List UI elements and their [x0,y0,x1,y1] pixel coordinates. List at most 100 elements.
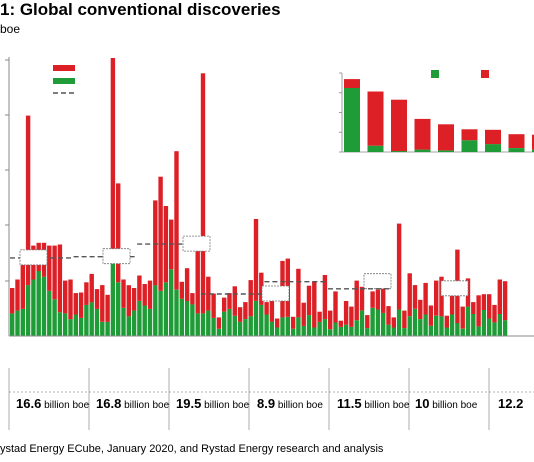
liquids-bar [52,299,57,336]
summary-total-value: 19.5 [176,396,201,411]
legend-gas-swatch [53,65,75,71]
gas-bar [216,317,222,329]
liquids-bar [444,327,449,336]
gas-bar [206,276,211,311]
gas-bar [10,288,15,314]
gas-bar [100,285,105,322]
gas-bar [306,285,312,316]
gas-bar [338,320,343,327]
gas-bar [386,306,391,325]
liquids-bar [248,316,253,336]
summary-total-unit: billion boe [121,400,169,411]
inset-gas-bar [461,129,478,141]
gas-bar [195,245,200,314]
inset-liquids-bar [508,148,525,153]
gas-bar [68,279,73,320]
liquids-bar [84,304,89,336]
chart-title: 1: Global conventional discoveries [0,0,281,19]
liquids-bar [343,324,349,336]
liquids-bar [237,321,243,336]
gas-bar [444,315,449,328]
gas-bar [190,293,195,305]
unit-label: boe [0,22,21,36]
liquids-bar [476,326,481,336]
gas-bar [15,279,20,311]
gas-bar [370,291,375,308]
liquids-bar [328,329,333,336]
liquids-bar [253,301,259,336]
gas-bar [290,316,296,329]
liquids-bar [15,310,20,336]
gas-bar [434,280,439,316]
gas-bar [47,245,52,291]
gas-bar [359,286,365,311]
gas-bar [248,280,253,317]
gas-bar [63,280,68,314]
gas-bar [243,302,248,319]
gas-bar [354,280,359,321]
gas-bar [328,310,333,330]
liquids-bar [36,271,41,336]
summary-total-value: 16.8 [96,396,121,411]
summary-row: 16.6 billion boe 16.8 billion boe 19.5 bil… [16,396,523,411]
gas-bar [222,297,227,312]
liquids-bar [460,328,465,336]
gas-bar [349,306,354,327]
liquids-bar [20,308,25,336]
liquids-bar [63,313,68,336]
inset-liquids-bar [367,145,384,152]
gas-bar [184,268,190,301]
liquids-bar [110,259,116,336]
liquids-bar [455,323,460,336]
liquids-bar [269,321,275,336]
year-average-lines [10,235,469,302]
summary-total-value: 10 [415,396,429,411]
liquids-bar [47,290,52,336]
liquids-bar [222,311,227,336]
gas-bar [460,306,465,329]
gas-bar [317,311,322,322]
liquids-bar [502,320,508,336]
liquids-bar [105,321,110,336]
inset-gas-bar [438,124,454,151]
gas-bar [20,249,25,309]
gas-bar [407,273,412,317]
liquids-bar [68,319,73,336]
inset-liquids-bar [391,151,407,152]
average-label-box [440,280,469,297]
gas-bar [57,244,63,313]
average-label-box [182,235,211,252]
liquids-bar [184,301,190,336]
average-label-box [19,249,48,266]
gas-bar [89,273,94,303]
gas-bar [147,280,153,309]
liquids-bar [365,328,370,336]
summary-total: 10 billion boe [415,396,478,411]
inset-liquids-bar [461,140,478,152]
liquids-bar [116,282,121,336]
liquids-bar [200,313,206,336]
liquids-bar [322,319,328,336]
liquids-bar [285,316,290,336]
gas-bar [497,279,502,314]
gas-bar [296,268,301,318]
average-label-box [261,285,290,302]
average-label-box [102,248,131,265]
liquids-bar [370,307,375,337]
inset-chart [305,44,534,222]
summary-total-unit: billion boe [201,400,249,411]
main-legend [53,65,75,94]
liquids-bar [492,322,497,336]
liquids-bar [206,310,211,336]
inset-gas-bar [532,134,534,150]
legend-liquids-swatch [53,78,75,84]
liquids-bar [243,319,248,336]
gas-bar [423,282,428,315]
gas-bar [253,219,259,301]
gas-bar [396,223,402,310]
inset-liquids-bar [438,150,454,152]
liquids-bar [131,310,137,336]
summary-total-value: 12.2 [498,396,523,411]
liquids-bar [78,317,84,336]
